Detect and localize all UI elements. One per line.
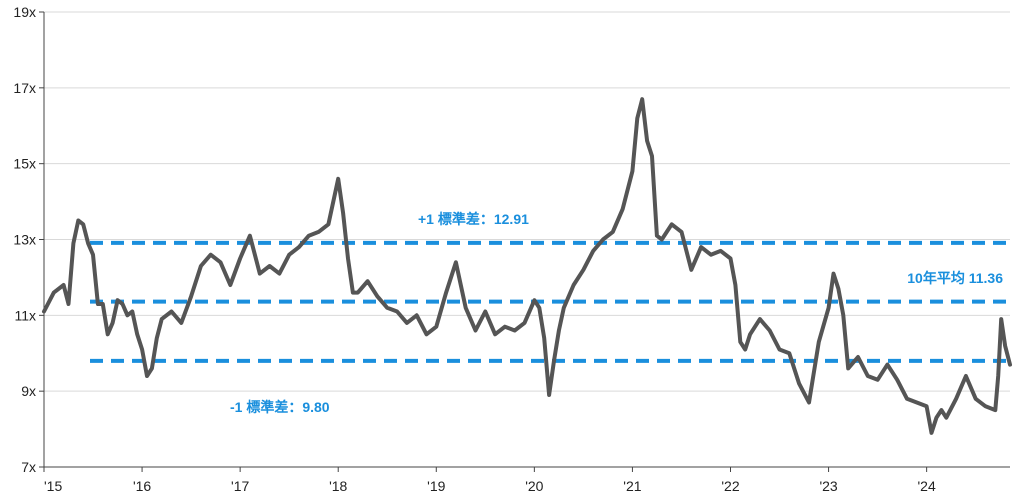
y-tick-label: 13x [13,232,36,248]
reference-label: -1 標準差：9.80 [230,399,330,415]
x-tick-label: '15 [44,478,62,494]
y-tick-label: 11x [14,307,36,323]
y-tick-label: 9x [21,383,36,399]
x-tick-label: '22 [721,478,739,494]
y-tick-label: 17x [13,80,36,96]
x-tick-label: '23 [819,478,837,494]
axes [39,11,1010,472]
y-tick-label: 19x [13,4,36,20]
x-tick-labels: '15 '16 '17 '18 '19 '20 '21 '22 '23 '24 [44,478,936,494]
x-tick-label: '21 [623,478,641,494]
y-tick-label: 7x [21,459,36,475]
reference-labels: +1 標準差：12.91 10年平均 11.36 -1 標準差：9.80 [230,211,1003,415]
reference-label: 10年平均 11.36 [907,270,1003,286]
x-tick-label: '17 [231,478,249,494]
series-line [42,97,1012,435]
x-tick-label: '20 [525,478,543,494]
x-tick-label: '16 [133,478,151,494]
x-tick-label: '24 [918,478,936,494]
y-tick-labels: 7x 9x 11x 13x 15x 17x 19x [13,4,36,475]
gridlines [44,11,1010,392]
series-layer [42,97,1012,435]
reference-label: +1 標準差：12.91 [418,211,529,227]
x-tick-label: '19 [427,478,445,494]
y-tick-label: 15x [13,156,36,172]
x-tick-label: '18 [329,478,347,494]
reference-lines [90,240,1010,363]
